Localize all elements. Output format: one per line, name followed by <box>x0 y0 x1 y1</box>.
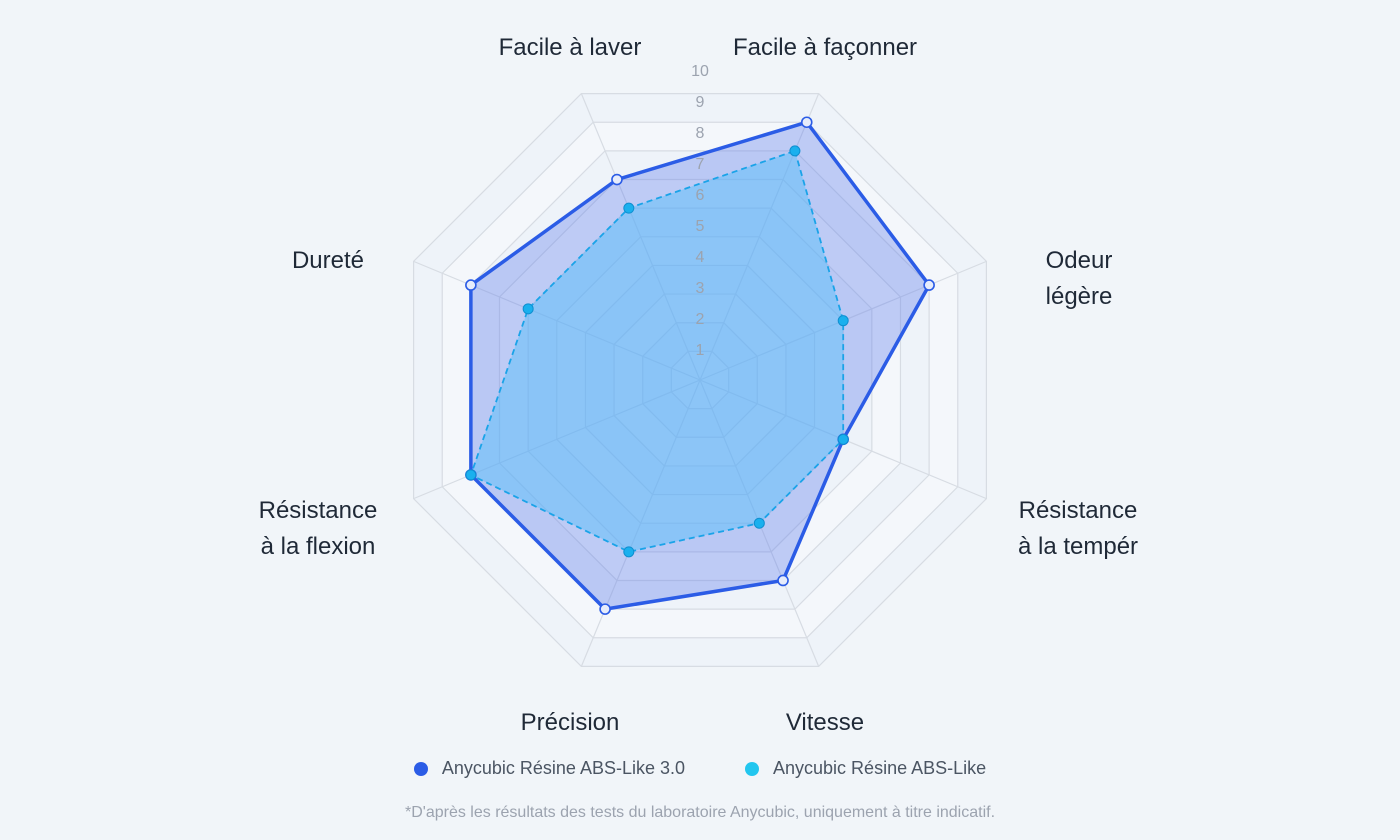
series-2-point-8 <box>623 202 635 214</box>
series-2-point-2 <box>837 315 849 327</box>
axis-label-6: Résistance à la flexion <box>259 497 378 560</box>
series-1-point-4 <box>777 574 789 587</box>
axis-label-1-line-1: Facile à façonner <box>733 34 917 61</box>
series-2-point-1 <box>789 145 801 157</box>
tick-label-6: 6 <box>696 187 705 204</box>
series-2-point-3 <box>837 433 849 445</box>
ticks-layer: 1 2 3 4 5 6 7 8 9 10 <box>691 63 709 359</box>
axis-label-7-line-1: Dureté <box>292 247 364 274</box>
tick-label-7: 7 <box>696 156 705 173</box>
grid-layer <box>412 92 988 668</box>
series-2-point-5 <box>623 546 635 558</box>
legend-item-abs-like-3[interactable]: Anycubic Résine ABS-Like 3.0 <box>413 758 686 779</box>
grid-spoke-5 <box>580 379 701 667</box>
axis-label-5-line-1: Précision <box>521 709 620 736</box>
axis-label-6-line-1: Résistance <box>259 497 378 524</box>
grid-spoke-1 <box>699 93 820 381</box>
series-area-1 <box>470 122 930 610</box>
axis-label-5: Précision <box>521 709 620 736</box>
axis-label-8: Facile à laver <box>499 34 642 61</box>
series-1-point-8 <box>611 173 623 186</box>
axis-label-1: Facile à façonner <box>733 34 917 61</box>
series-layer <box>465 116 935 615</box>
legend-item-abs-like[interactable]: Anycubic Résine ABS-Like <box>745 758 986 779</box>
legend-label-abs-like: Anycubic Résine ABS-Like <box>773 758 987 778</box>
axis-label-4-line-1: Vitesse <box>786 709 864 736</box>
axis-label-2-line-2: légère <box>1046 283 1113 310</box>
legend-label-abs-like-3: Anycubic Résine ABS-Like 3.0 <box>441 758 686 778</box>
series-1-point-5 <box>599 603 611 615</box>
tick-label-2: 2 <box>696 311 705 328</box>
axis-label-4: Vitesse <box>786 709 864 736</box>
tick-label-9: 9 <box>696 94 705 111</box>
series-2-point-7 <box>522 303 534 315</box>
series-1-point-7 <box>465 279 477 291</box>
series-line-2 <box>469 149 845 553</box>
axis-label-2-line-1: Odeur <box>1046 247 1113 274</box>
axis-label-3: Résistance à la tempér <box>1018 497 1138 560</box>
grid-spoke-7 <box>413 260 701 381</box>
axis-label-6-line-2: à la flexion <box>261 533 376 560</box>
series-2-point-6 <box>465 469 477 481</box>
footnote: *D'après les résultats des tests du labo… <box>404 804 996 821</box>
legend-dot-abs-like-3 <box>413 761 428 776</box>
axis-label-7: Dureté <box>292 247 364 274</box>
legend-dot-abs-like <box>745 761 760 776</box>
axis-label-3-line-1: Résistance <box>1019 497 1138 524</box>
series-1-point-2 <box>923 279 935 291</box>
tick-label-3: 3 <box>696 280 705 297</box>
tick-label-4: 4 <box>696 249 705 266</box>
axis-label-3-line-2: à la tempér <box>1018 533 1138 560</box>
radar-svg: 1 2 3 4 5 6 7 8 9 10 Facile à façonner Odeur légère… <box>259 34 1138 736</box>
grid-spoke-8 <box>580 93 701 381</box>
tick-label-1: 1 <box>696 342 705 359</box>
series-area-2 <box>470 150 844 552</box>
series-2-point-4 <box>753 517 765 529</box>
grid-spoke-6 <box>413 379 701 500</box>
axis-labels-layer: Facile à façonner Odeur légère Résistance à … <box>259 34 1138 736</box>
tick-label-8: 8 <box>696 125 705 142</box>
axis-label-8-line-1: Facile à laver <box>499 34 642 61</box>
tick-label-5: 5 <box>696 218 705 235</box>
series-1-point-1 <box>800 116 813 129</box>
axis-label-2: Odeur légère <box>1046 247 1113 310</box>
tick-label-10: 10 <box>691 63 709 80</box>
legend: Anycubic Résine ABS-Like 3.0 Anycubic Ré… <box>0 758 1400 779</box>
